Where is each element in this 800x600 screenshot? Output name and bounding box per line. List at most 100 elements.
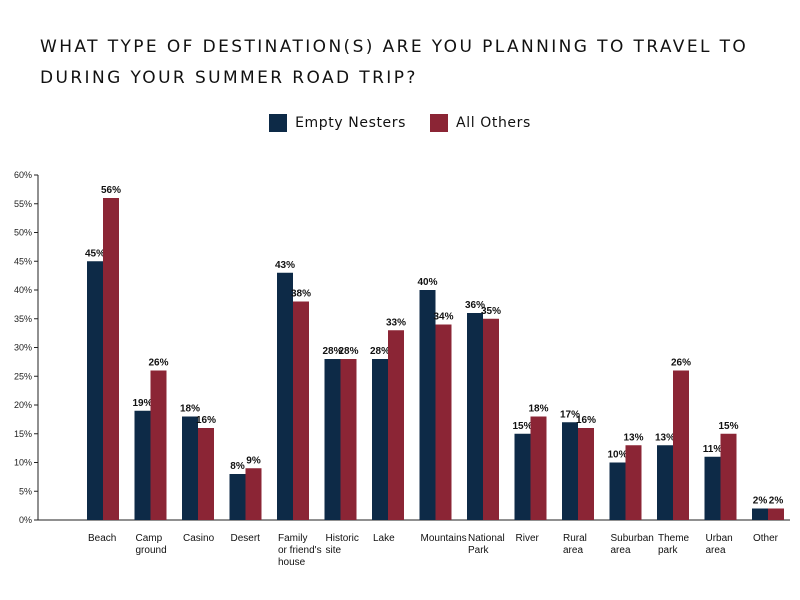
bar-all-others bbox=[578, 428, 594, 520]
x-category-label: Lake bbox=[373, 533, 395, 544]
x-category-label: Camp ground bbox=[136, 533, 167, 556]
x-category-label-line: River bbox=[516, 533, 540, 544]
bar-value-label: 35% bbox=[481, 306, 501, 317]
bar-value-label: 13% bbox=[623, 432, 643, 443]
x-category-label-line: Historic bbox=[326, 533, 359, 544]
bar-value-label: 28% bbox=[338, 346, 358, 357]
bar-value-label: 16% bbox=[196, 415, 216, 426]
bar-empty-nesters bbox=[704, 456, 721, 520]
y-tick-label: 40% bbox=[14, 285, 32, 295]
x-category-label: Casino bbox=[183, 533, 215, 544]
x-category-label-line: house bbox=[278, 557, 306, 568]
x-category-label: Urban area bbox=[706, 533, 733, 556]
bar-empty-nesters bbox=[277, 272, 293, 520]
bar-empty-nesters bbox=[87, 261, 103, 520]
bar-empty-nesters bbox=[752, 508, 768, 520]
x-category-label-line: site bbox=[326, 545, 342, 556]
bar-value-label: 15% bbox=[512, 421, 532, 432]
bar-value-label: 38% bbox=[291, 289, 311, 300]
x-category-label-line: Lake bbox=[373, 533, 395, 544]
chart-title-line: DURING YOUR SUMMER ROAD TRIP? bbox=[40, 68, 418, 88]
legend-item-all-others: All Others bbox=[430, 114, 531, 132]
x-category-label-line: Beach bbox=[88, 533, 116, 544]
x-category-label-line: ground bbox=[136, 545, 167, 556]
bar-value-label: 40% bbox=[417, 277, 437, 288]
bar-value-label: 11% bbox=[703, 444, 723, 455]
x-category-label-line: Park bbox=[468, 545, 490, 556]
x-category-label: Mountains bbox=[421, 533, 467, 544]
y-tick-label: 35% bbox=[14, 314, 32, 324]
y-tick-label: 5% bbox=[19, 486, 32, 496]
bar-value-label: 9% bbox=[246, 455, 261, 466]
bar-value-label: 34% bbox=[433, 312, 453, 323]
y-tick-label: 25% bbox=[14, 371, 32, 381]
bar-all-others bbox=[103, 198, 119, 520]
bar-value-label: 2% bbox=[769, 496, 784, 507]
y-tick-label: 60% bbox=[14, 170, 32, 180]
y-tick-label: 10% bbox=[14, 458, 32, 468]
x-category-label: Historic site bbox=[326, 533, 359, 556]
legend-label-all-others: All Others bbox=[456, 115, 531, 131]
bar-all-others bbox=[625, 445, 642, 520]
legend-label-empty-nesters: Empty Nesters bbox=[295, 115, 407, 131]
bar-empty-nesters bbox=[467, 313, 483, 520]
bar-empty-nesters bbox=[657, 445, 673, 520]
bar-value-label: 13% bbox=[655, 432, 675, 443]
bar-empty-nesters bbox=[514, 433, 531, 520]
bar-empty-nesters bbox=[324, 359, 341, 520]
bar-value-label: 10% bbox=[607, 450, 627, 461]
y-tick-label: 15% bbox=[14, 429, 32, 439]
bar-value-label: 26% bbox=[148, 358, 168, 369]
bar-empty-nesters bbox=[182, 416, 198, 520]
bar-all-others bbox=[198, 428, 214, 520]
bar-all-others bbox=[768, 508, 784, 520]
legend-item-empty-nesters: Empty Nesters bbox=[269, 114, 406, 132]
bar-value-label: 18% bbox=[528, 404, 548, 415]
bar-all-others bbox=[340, 359, 357, 520]
bar-value-label: 33% bbox=[386, 317, 406, 328]
bar-all-others bbox=[388, 330, 404, 520]
y-tick-label: 55% bbox=[14, 199, 32, 209]
x-category-label: Suburban area bbox=[611, 533, 654, 556]
x-category-label-line: National bbox=[468, 533, 505, 544]
legend-swatch-empty-nesters bbox=[269, 114, 288, 132]
x-category-label-line: Mountains bbox=[421, 533, 467, 544]
x-category-label: Desert bbox=[231, 533, 261, 544]
x-category-label: Beach bbox=[88, 533, 116, 544]
bar-all-others bbox=[245, 468, 262, 520]
x-category-label-line: area bbox=[611, 545, 631, 556]
bar-value-label: 18% bbox=[180, 404, 200, 415]
bar-value-label: 28% bbox=[370, 346, 390, 357]
bar-all-others bbox=[435, 324, 452, 520]
bar-empty-nesters bbox=[229, 474, 246, 520]
bar-value-label: 36% bbox=[465, 300, 485, 311]
x-category-label-line: Suburban bbox=[611, 533, 654, 544]
bar-empty-nesters bbox=[419, 290, 436, 520]
bar-all-others bbox=[293, 301, 309, 520]
y-tick-label: 20% bbox=[14, 400, 32, 410]
bar-value-label: 28% bbox=[322, 346, 342, 357]
x-category-label-line: park bbox=[658, 545, 678, 556]
bar-value-label: 15% bbox=[718, 421, 738, 432]
chart-title: WHAT TYPE OF DESTINATION(S) ARE YOU PLAN… bbox=[40, 32, 780, 94]
x-category-label-line: Family bbox=[278, 533, 307, 544]
x-category-label-line: Casino bbox=[183, 533, 215, 544]
bar-empty-nesters bbox=[134, 410, 151, 520]
bar-value-label: 8% bbox=[230, 461, 245, 472]
chart-legend: Empty Nesters All Others bbox=[0, 114, 800, 132]
bar-value-label: 17% bbox=[560, 409, 580, 420]
bar-all-others bbox=[150, 370, 167, 520]
y-tick-label: 50% bbox=[14, 228, 32, 238]
x-category-label: Family or friend's house bbox=[278, 533, 322, 568]
x-category-label: Theme park bbox=[658, 533, 690, 556]
bar-value-label: 26% bbox=[671, 358, 691, 369]
x-category-label-line: Rural bbox=[563, 533, 587, 544]
x-category-label-line: area bbox=[706, 545, 726, 556]
x-category-label-line: Other bbox=[753, 533, 779, 544]
y-tick-label: 45% bbox=[14, 256, 32, 266]
y-tick-label: 30% bbox=[14, 343, 32, 353]
x-category-label-line: or friend's bbox=[278, 545, 322, 556]
bar-value-label: 43% bbox=[275, 260, 295, 271]
bar-all-others bbox=[530, 416, 547, 520]
